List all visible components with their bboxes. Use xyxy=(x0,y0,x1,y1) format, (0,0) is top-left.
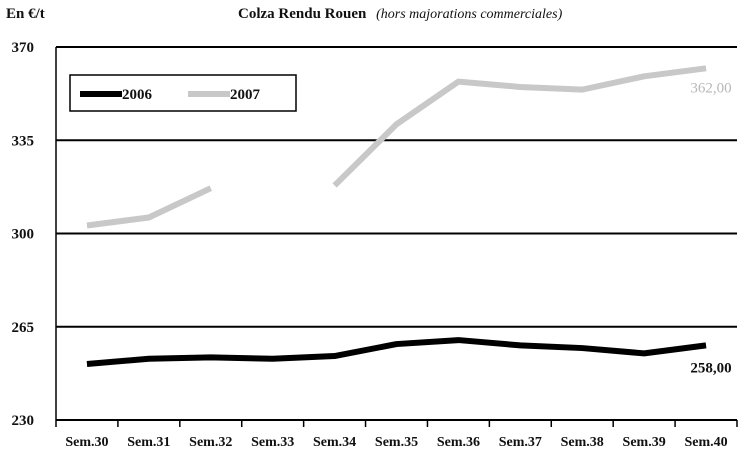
end-value-label-2006: 258,00 xyxy=(690,360,731,376)
y-tick-label: 230 xyxy=(12,413,35,429)
legend: 2006 2007 xyxy=(69,74,297,112)
x-tick-label: Sem.38 xyxy=(561,435,604,450)
y-tick-label: 265 xyxy=(12,320,35,336)
x-tick-label: Sem.32 xyxy=(189,435,232,450)
series-2007 xyxy=(86,65,707,229)
chart-title-block: Colza Rendu Rouen (hors majorations comm… xyxy=(238,6,562,23)
y-axis-unit-label: En €/t xyxy=(6,6,45,22)
legend-label-2006: 2006 xyxy=(122,87,153,103)
y-tick-label: 300 xyxy=(12,227,35,243)
x-tick-label: Sem.34 xyxy=(313,435,356,450)
x-tick-label: Sem.30 xyxy=(65,435,108,450)
y-axis-ticks: 230 265 300 335 370 xyxy=(12,40,35,429)
series-2006 xyxy=(86,337,707,368)
end-value-label-2007: 362,00 xyxy=(690,80,731,96)
x-tick-label: Sem.35 xyxy=(375,435,418,450)
x-tick-label: Sem.39 xyxy=(623,435,666,450)
x-tick-label: Sem.36 xyxy=(437,435,480,450)
y-tick-label: 370 xyxy=(12,40,35,56)
series-line-2007 xyxy=(86,185,213,229)
x-tick-label: Sem.37 xyxy=(499,435,542,450)
series-line-2007 xyxy=(332,65,707,188)
x-tick-label: Sem.31 xyxy=(127,435,170,450)
x-tick-label: Sem.33 xyxy=(251,435,294,450)
x-tick-label: Sem.40 xyxy=(684,435,727,450)
series-line-2006 xyxy=(86,337,707,368)
gridlines xyxy=(55,46,737,421)
x-axis-ticks: Sem.30 Sem.31 Sem.32 Sem.33 Sem.34 Sem.35 Sem.… xyxy=(55,420,738,450)
y-tick-label: 335 xyxy=(12,133,35,149)
legend-label-2007: 2007 xyxy=(230,87,261,103)
data-labels: 258,00 362,00 xyxy=(690,80,731,376)
chart-subtitle: (hors majorations commerciales) xyxy=(376,7,563,22)
chart-title: Colza Rendu Rouen xyxy=(238,6,367,22)
series-lines xyxy=(86,65,707,368)
